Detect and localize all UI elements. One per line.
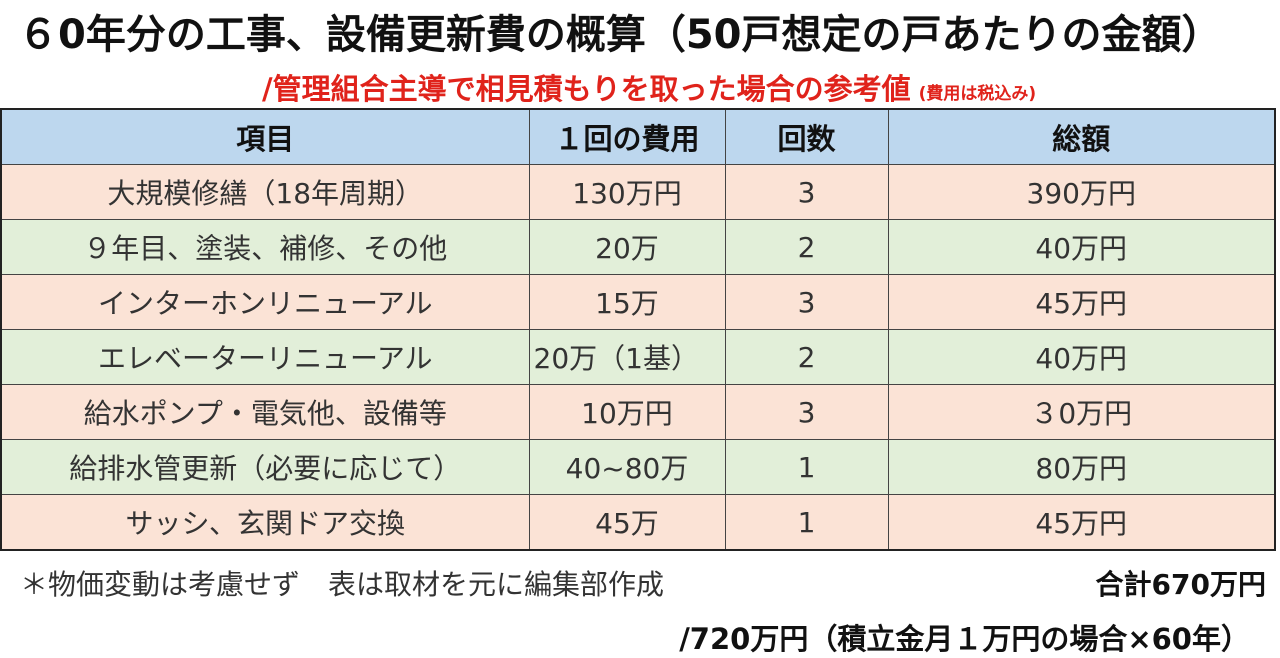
page-title: ６0年分の工事、設備更新費の概算（50戸想定の戸あたりの金額）	[18, 12, 1222, 58]
cell-item: 給排水管更新（必要に応じて）	[0, 439, 530, 495]
grand-total: 合計670万円	[1095, 568, 1266, 601]
cell-total: 40万円	[887, 219, 1276, 275]
column-header-item: 項目	[0, 108, 530, 165]
cell-item: エレベーターリニューアル	[0, 329, 530, 385]
table-row: 大規模修繕（18年周期） 130万円 3 390万円	[0, 164, 1276, 220]
table-row: サッシ、玄関ドア交換 45万 1 45万円	[0, 494, 1276, 551]
table-row: 給水ポンプ・電気他、設備等 10万円 3 ３0万円	[0, 384, 1276, 440]
column-header-total: 総額	[887, 108, 1276, 165]
tax-note: (費用は税込み)	[918, 84, 1037, 104]
cell-total: 40万円	[887, 329, 1276, 385]
cell-total: 80万円	[887, 439, 1276, 495]
subtitle: /管理組合主導で相見積もりを取った場合の参考値	[262, 72, 911, 106]
footnote: ＊物価変動は考慮せず 表は取材を元に編集部作成	[20, 568, 665, 601]
column-header-count: 回数	[724, 108, 889, 165]
cell-cost: 130万円	[528, 164, 726, 220]
cell-count: 1	[724, 494, 889, 551]
cell-item: インターホンリニューアル	[0, 274, 530, 330]
cell-item: 大規模修繕（18年周期）	[0, 164, 530, 220]
table-header-row: 項目 １回の費用 回数 総額	[0, 108, 1276, 165]
cell-count: 2	[724, 329, 889, 385]
cell-total: ３0万円	[887, 384, 1276, 440]
cell-total: 390万円	[887, 164, 1276, 220]
table-row: インターホンリニューアル 15万 3 45万円	[0, 274, 1276, 330]
cell-cost: 15万	[528, 274, 726, 330]
cell-cost: 40~80万	[528, 439, 726, 495]
cell-count: 3	[724, 274, 889, 330]
table-row: エレベーターリニューアル 20万（1基） 2 40万円	[0, 329, 1276, 385]
subtitle-row: /管理組合主導で相見積もりを取った場合の参考値 (費用は税込み)	[262, 66, 1036, 108]
cell-cost: 20万	[528, 219, 726, 275]
column-header-cost: １回の費用	[528, 108, 726, 165]
cell-count: 1	[724, 439, 889, 495]
cell-total: 45万円	[887, 274, 1276, 330]
cell-item: サッシ、玄関ドア交換	[0, 494, 530, 551]
cell-count: 3	[724, 164, 889, 220]
cell-cost: 10万円	[528, 384, 726, 440]
cell-cost: 20万（1基）	[528, 329, 726, 385]
cell-count: 2	[724, 219, 889, 275]
cell-cost: 45万	[528, 494, 726, 551]
cell-item: ９年目、塗装、補修、その他	[0, 219, 530, 275]
alternative-total: /720万円（積立金月１万円の場合×60年）	[679, 622, 1250, 656]
cost-table: 項目 １回の費用 回数 総額 大規模修繕（18年周期） 130万円 3 390万…	[0, 108, 1276, 551]
cell-count: 3	[724, 384, 889, 440]
cell-item: 給水ポンプ・電気他、設備等	[0, 384, 530, 440]
table-row: 給排水管更新（必要に応じて） 40~80万 1 80万円	[0, 439, 1276, 495]
table-row: ９年目、塗装、補修、その他 20万 2 40万円	[0, 219, 1276, 275]
cell-total: 45万円	[887, 494, 1276, 551]
